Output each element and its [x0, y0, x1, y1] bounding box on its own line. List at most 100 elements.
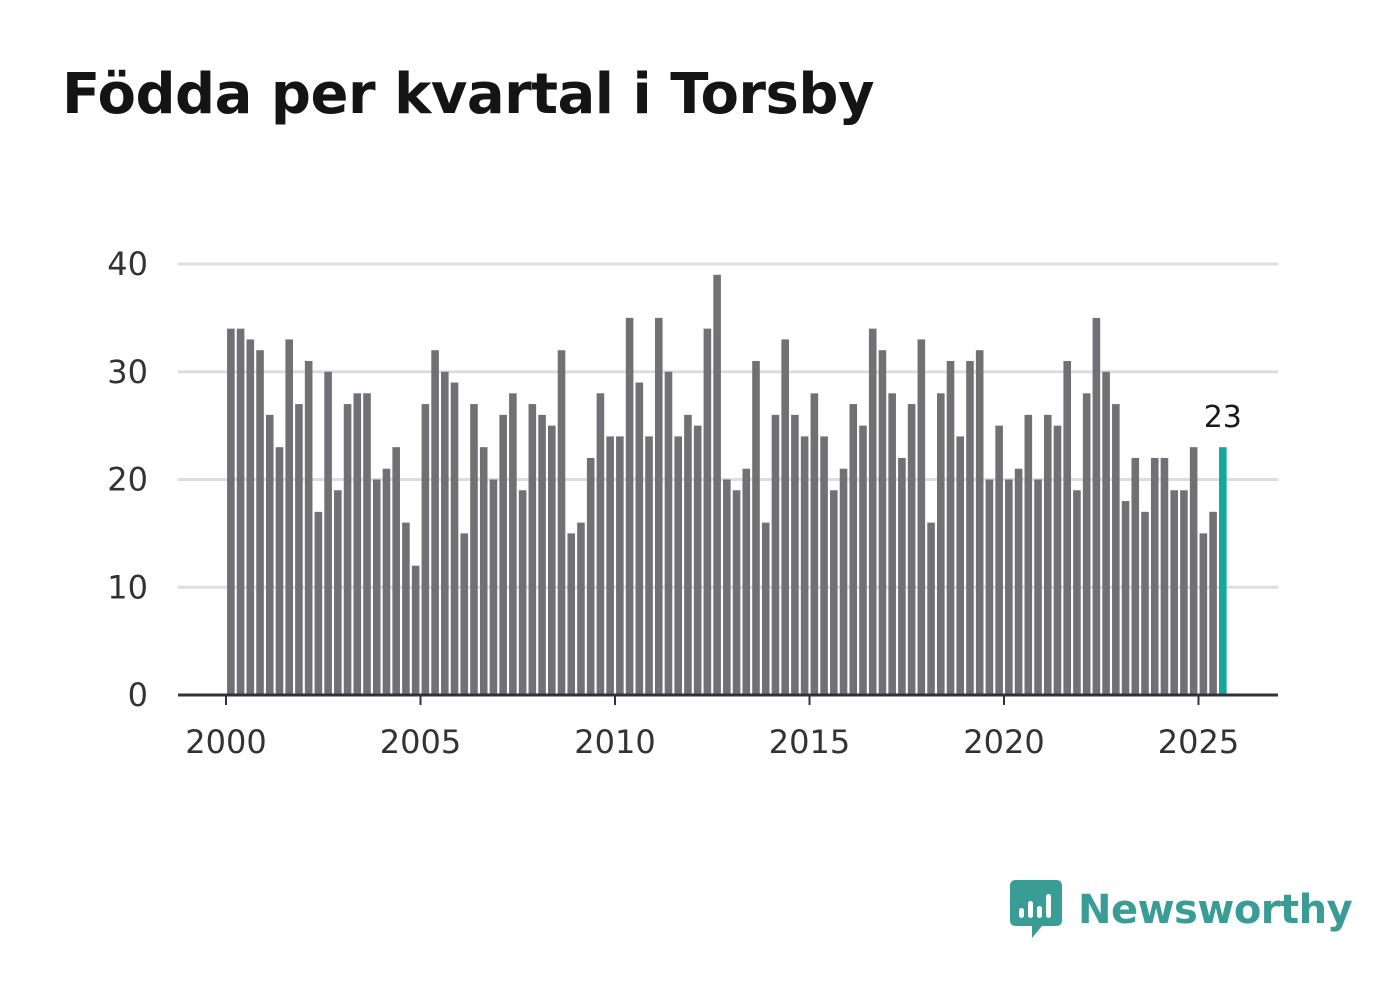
bar	[781, 339, 789, 695]
bar	[713, 274, 721, 695]
bar	[236, 328, 245, 695]
bar	[596, 393, 605, 695]
bar	[1063, 360, 1072, 695]
bar	[285, 339, 294, 695]
bar	[567, 533, 576, 696]
bar	[684, 414, 692, 695]
bar	[645, 436, 653, 695]
y-tick-label-30: 30	[107, 353, 148, 391]
bar	[441, 371, 449, 695]
bar	[518, 490, 527, 695]
bar	[936, 393, 945, 695]
bar	[1160, 457, 1169, 695]
bar	[392, 447, 400, 695]
bar	[460, 533, 469, 696]
bar	[1073, 490, 1081, 695]
bar	[878, 350, 887, 695]
y-tick-label-10: 10	[107, 568, 148, 606]
bar	[898, 457, 906, 695]
y-tick-label-20: 20	[107, 461, 148, 499]
x-tick-label-2010: 2010	[574, 723, 655, 761]
x-tick-label-2020: 2020	[963, 723, 1044, 761]
bar	[489, 479, 498, 695]
bar	[499, 414, 507, 695]
bar	[1043, 414, 1052, 695]
y-tick-label-40: 40	[107, 245, 148, 283]
bar	[1014, 468, 1023, 695]
bars	[227, 274, 1227, 696]
bar	[304, 360, 313, 695]
axes	[178, 693, 1278, 705]
bar	[995, 425, 1003, 696]
bar	[1189, 447, 1198, 695]
y-tick-label-0: 0	[128, 676, 148, 714]
bar	[674, 436, 683, 695]
bar	[859, 425, 867, 696]
bar	[752, 360, 760, 695]
bar	[839, 468, 848, 695]
bar	[334, 490, 342, 695]
bar	[314, 511, 323, 695]
bar	[1024, 414, 1033, 695]
x-tick-label-2000: 2000	[185, 723, 266, 761]
bar	[577, 522, 585, 695]
bar	[606, 436, 614, 695]
bar	[723, 479, 731, 695]
bar	[295, 404, 303, 695]
bar	[402, 522, 410, 695]
bar	[479, 447, 488, 695]
tick-labels: 0 10 20 30 40 23 2000 2005 2010 2015 2020 2025	[107, 245, 1242, 761]
bar	[664, 371, 673, 695]
x-tick-label-2005: 2005	[380, 723, 461, 761]
x-tick-label-2015: 2015	[769, 723, 850, 761]
bar	[771, 414, 780, 695]
bar	[538, 414, 546, 695]
bar	[888, 393, 896, 695]
bar	[956, 436, 965, 695]
bar	[761, 522, 770, 695]
newsworthy-logo-icon	[1010, 880, 1062, 938]
bar	[275, 447, 284, 695]
bar	[654, 317, 663, 696]
bar	[227, 328, 235, 695]
bar	[616, 436, 624, 695]
bar	[907, 404, 916, 695]
bar	[256, 350, 264, 695]
bar	[470, 404, 478, 695]
bar	[742, 468, 751, 695]
chart-title: Födda per kvartal i Torsby	[62, 62, 874, 127]
bar	[693, 425, 702, 696]
bar	[1005, 479, 1013, 695]
bar	[800, 436, 809, 695]
bar	[363, 393, 371, 695]
bar	[1112, 404, 1120, 695]
bar	[625, 317, 634, 696]
bar	[411, 565, 420, 695]
bar	[528, 404, 537, 695]
bar	[791, 414, 799, 695]
bar	[820, 436, 828, 695]
bar	[1150, 457, 1159, 695]
brand-name: Newsworthy	[1078, 887, 1353, 933]
bar	[382, 468, 391, 695]
bar	[1131, 457, 1140, 695]
bar	[1121, 501, 1130, 695]
bar	[1102, 371, 1110, 695]
bar	[246, 339, 255, 695]
bar	[372, 479, 381, 695]
x-tick-label-2025: 2025	[1158, 723, 1239, 761]
bar	[1170, 490, 1178, 695]
bar	[703, 328, 712, 695]
bar	[421, 404, 430, 695]
bar	[946, 360, 955, 695]
bar	[635, 382, 644, 695]
newsworthy-logo: Newsworthy	[1010, 880, 1353, 940]
bar	[1180, 490, 1188, 695]
bar	[353, 393, 362, 695]
bar	[586, 457, 595, 695]
bar-latest	[1219, 447, 1227, 695]
bar	[509, 393, 517, 695]
bar	[966, 360, 974, 695]
bar	[1034, 479, 1042, 695]
